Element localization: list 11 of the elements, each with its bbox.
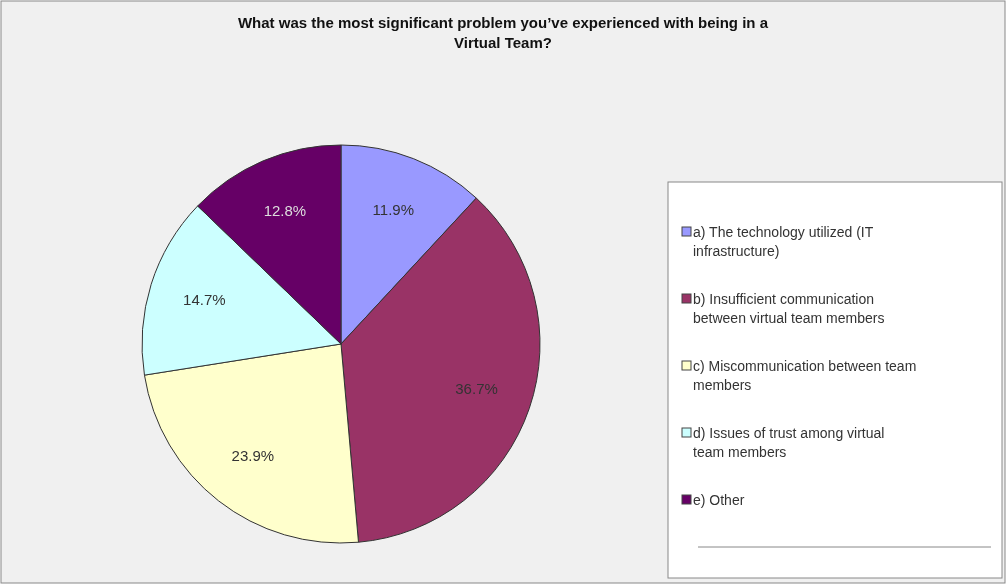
legend-label: b) Insufficient communication between virtual team members [693, 291, 885, 326]
legend-label: e) Other [693, 492, 745, 508]
data-label: 36.7% [455, 380, 498, 398]
legend-label: d) Issues of trust among virtual team members [693, 425, 885, 460]
data-label: 14.7% [183, 290, 226, 308]
data-label: 11.9% [372, 200, 415, 218]
data-label: 23.9% [231, 446, 275, 464]
legend-label: a) The technology utilized (IT infrastructure) [693, 224, 874, 259]
chart-title: What was the most significant problem you’ve experienced with being in a Virtual Team? [237, 14, 769, 51]
legend-label: c) Miscommunication between team members [693, 358, 917, 393]
data-label: 12.8% [263, 202, 307, 220]
